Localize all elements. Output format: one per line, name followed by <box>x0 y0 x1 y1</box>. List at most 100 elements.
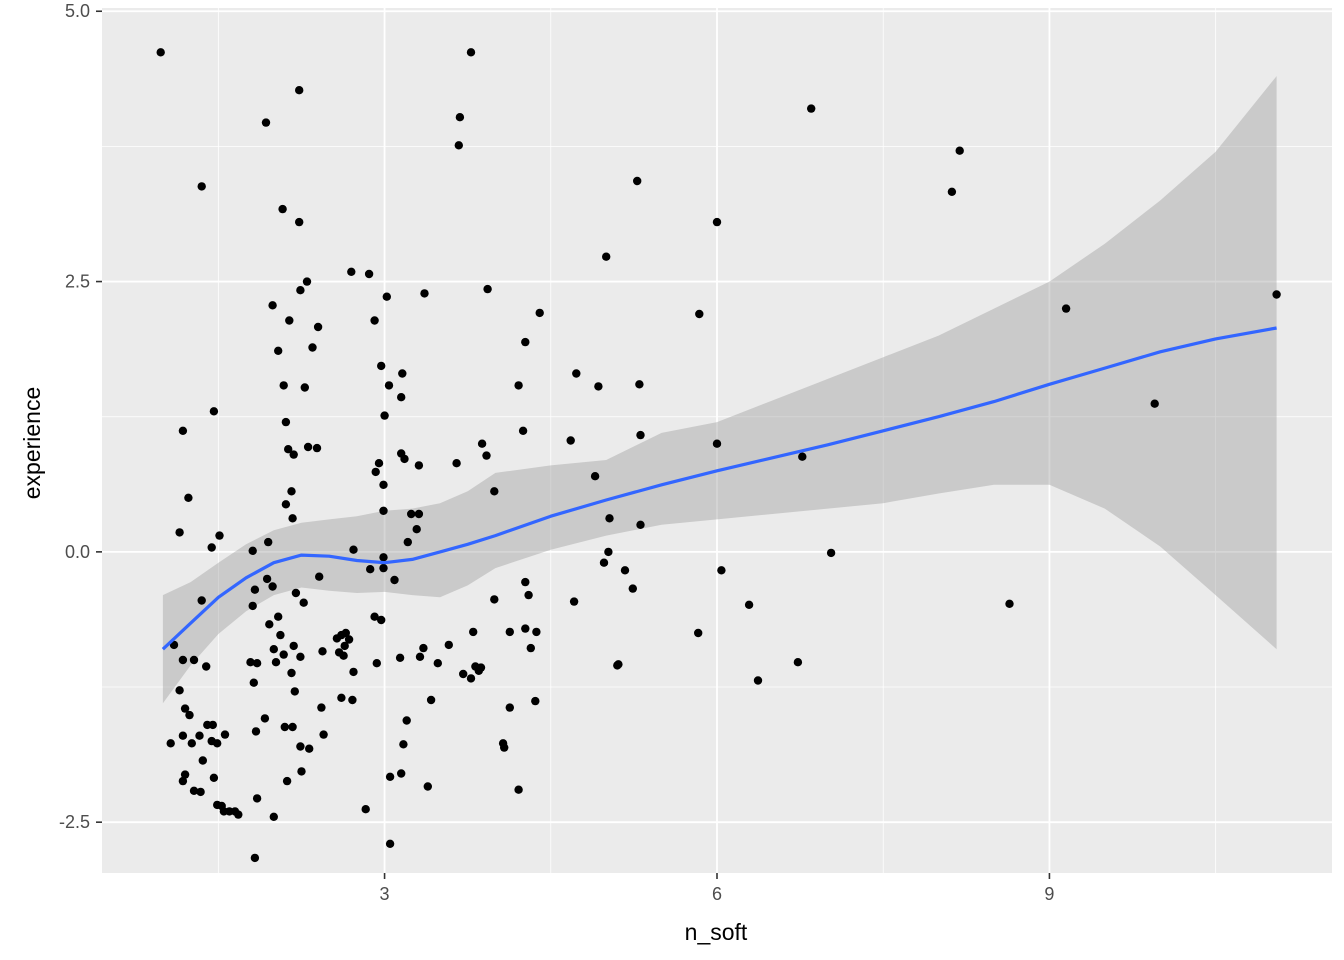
data-point <box>477 439 487 448</box>
data-point <box>264 537 273 547</box>
data-point <box>287 487 296 496</box>
data-point <box>604 547 613 557</box>
data-point <box>531 696 540 706</box>
data-point <box>744 600 754 609</box>
data-point <box>490 487 499 496</box>
data-point <box>207 543 216 552</box>
data-point <box>1061 304 1071 313</box>
data-point <box>252 794 262 803</box>
data-point <box>1272 290 1281 299</box>
data-point <box>295 217 304 227</box>
data-point <box>419 643 428 653</box>
data-point <box>313 322 323 332</box>
data-point <box>826 548 836 558</box>
data-point <box>380 411 389 420</box>
data-point <box>280 722 289 732</box>
data-point <box>279 381 288 390</box>
data-point <box>296 286 305 295</box>
data-point <box>251 727 261 736</box>
data-point <box>340 641 349 651</box>
data-point <box>372 659 381 668</box>
data-point <box>469 627 478 637</box>
data-point <box>364 269 374 279</box>
data-point <box>219 807 229 816</box>
data-point <box>379 563 388 573</box>
data-point <box>178 776 188 786</box>
data-point <box>569 597 579 606</box>
data-point <box>281 417 291 427</box>
data-point <box>483 284 492 294</box>
data-point <box>288 722 297 732</box>
data-point <box>260 714 270 723</box>
data-point <box>197 182 206 191</box>
data-point <box>202 662 211 671</box>
data-point <box>197 596 206 605</box>
data-point <box>268 301 277 310</box>
data-point <box>402 716 411 725</box>
data-point <box>175 686 184 695</box>
data-point <box>397 393 406 402</box>
data-point <box>753 676 763 685</box>
data-point <box>348 695 357 705</box>
data-point <box>798 452 807 461</box>
data-point <box>302 277 312 286</box>
data-point <box>514 785 523 794</box>
data-point <box>195 731 204 740</box>
x-axis-title: n_soft <box>685 919 748 945</box>
data-point <box>248 546 257 555</box>
smooth-line <box>161 326 1277 651</box>
data-point <box>521 337 530 347</box>
data-point <box>319 730 328 739</box>
data-point <box>344 635 354 644</box>
data-point <box>178 731 188 740</box>
data-point <box>250 853 260 863</box>
data-point <box>220 730 230 739</box>
data-point <box>189 786 199 795</box>
data-point <box>466 674 476 683</box>
data-point <box>317 703 326 712</box>
data-point <box>178 426 188 435</box>
data-point <box>379 506 388 515</box>
data-point <box>793 658 803 667</box>
data-point <box>605 514 614 523</box>
data-point <box>215 531 224 540</box>
data-point <box>339 651 348 660</box>
data-point <box>614 660 623 669</box>
data-point <box>312 443 322 453</box>
data-point <box>620 566 630 575</box>
data-point <box>379 480 388 489</box>
data-point <box>274 346 283 355</box>
data-point <box>262 574 272 584</box>
data-point <box>415 652 425 661</box>
data-point <box>305 744 314 753</box>
data-point <box>412 525 421 534</box>
data-point <box>187 739 196 748</box>
data-point <box>635 380 644 389</box>
data-point <box>184 493 193 502</box>
data-point <box>712 439 722 448</box>
data-point <box>276 630 285 640</box>
data-point <box>947 187 957 196</box>
data-point <box>500 743 509 752</box>
data-point <box>246 658 255 667</box>
data-point <box>399 740 408 749</box>
data-point <box>452 459 461 468</box>
data-point <box>370 316 379 325</box>
data-point <box>180 770 190 779</box>
data-point <box>284 445 293 454</box>
data-point <box>395 653 405 662</box>
data-point <box>196 787 205 797</box>
data-point <box>299 598 308 607</box>
data-point <box>526 643 535 653</box>
x-tick-label: 3 <box>380 884 390 904</box>
data-point <box>521 624 530 633</box>
data-point <box>295 86 304 95</box>
data-point <box>269 645 278 654</box>
data-point <box>289 450 298 459</box>
data-point <box>455 113 465 122</box>
data-point <box>361 805 370 814</box>
data-point <box>230 807 240 816</box>
data-point <box>566 436 575 445</box>
